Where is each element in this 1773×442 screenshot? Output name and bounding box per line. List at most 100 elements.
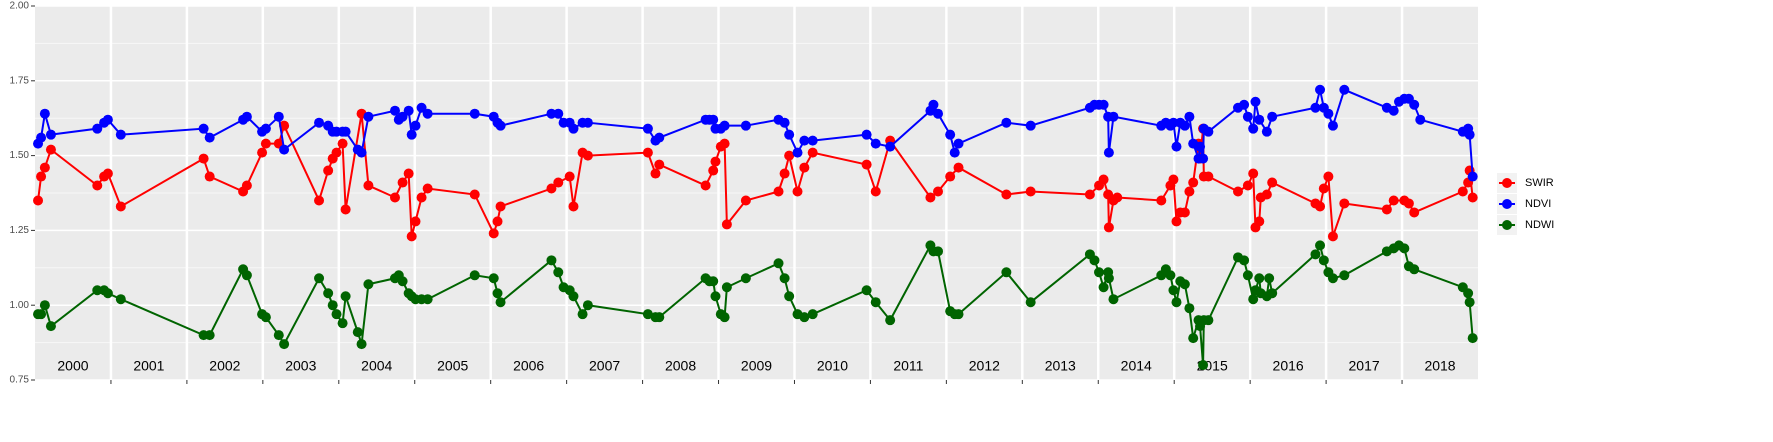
year-label: 2009 [741, 358, 772, 374]
data-point [1025, 120, 1036, 131]
data-point [719, 138, 730, 149]
data-point [39, 108, 50, 119]
data-point [1339, 270, 1350, 281]
data-point [577, 309, 588, 320]
data-point [241, 180, 252, 191]
data-point [469, 108, 480, 119]
data-point [279, 144, 290, 155]
legend-dot [1502, 178, 1512, 188]
data-point [861, 129, 872, 140]
data-point [1254, 273, 1265, 284]
data-point [1168, 285, 1179, 296]
year-label: 2002 [209, 358, 240, 374]
data-point [1381, 204, 1392, 215]
year-label: 2003 [285, 358, 316, 374]
data-point [1467, 333, 1478, 344]
data-point [1184, 186, 1195, 197]
data-point [1315, 240, 1326, 251]
data-point [708, 276, 719, 287]
data-point [1188, 333, 1199, 344]
data-point [273, 111, 284, 122]
data-point [779, 168, 790, 179]
data-point [204, 330, 215, 341]
data-point [1310, 102, 1321, 113]
data-point [92, 180, 103, 191]
data-point [885, 315, 896, 326]
data-point [403, 105, 414, 116]
data-point [1239, 99, 1250, 110]
data-point [492, 288, 503, 299]
year-label: 2008 [665, 358, 696, 374]
data-point [45, 144, 56, 155]
data-point [1094, 267, 1105, 278]
y-tick-label: 1.00 [10, 300, 30, 311]
data-point [1327, 273, 1338, 284]
data-point [257, 147, 268, 158]
data-point [469, 189, 480, 200]
data-point [654, 132, 665, 143]
y-tick-label: 2.00 [10, 1, 30, 12]
data-point [1179, 279, 1190, 290]
data-point [36, 171, 47, 182]
y-tick-label: 0.75 [10, 375, 30, 386]
legend-dot [1502, 199, 1512, 209]
data-point [340, 126, 351, 137]
data-point [792, 147, 803, 158]
data-point [642, 309, 653, 320]
data-point [1098, 282, 1109, 293]
data-point [363, 279, 374, 290]
data-point [642, 147, 653, 158]
data-point [1098, 174, 1109, 185]
data-point [710, 291, 721, 302]
data-point [1457, 186, 1468, 197]
data-point [1464, 129, 1475, 140]
data-point [1399, 243, 1410, 254]
data-point [546, 108, 557, 119]
data-point [314, 117, 325, 128]
data-point [1254, 216, 1265, 227]
data-point [1242, 111, 1253, 122]
data-point [1467, 192, 1478, 203]
data-point [204, 132, 215, 143]
data-point [1112, 192, 1123, 203]
data-point [1315, 201, 1326, 212]
y-tick-label: 1.25 [10, 225, 30, 236]
data-point [1103, 222, 1114, 233]
data-point [314, 195, 325, 206]
data-point [1254, 114, 1265, 125]
data-point [870, 138, 881, 149]
data-point [949, 147, 960, 158]
year-label: 2007 [589, 358, 620, 374]
data-point [1318, 183, 1329, 194]
data-point [410, 216, 421, 227]
data-point [1323, 171, 1334, 182]
data-point [1098, 99, 1109, 110]
year-label: 2000 [57, 358, 88, 374]
data-point [953, 138, 964, 149]
data-point [568, 123, 579, 134]
y-tick-label: 1.50 [10, 150, 30, 161]
data-point [422, 294, 433, 305]
data-point [422, 183, 433, 194]
legend-dot [1502, 220, 1512, 230]
data-point [773, 258, 784, 269]
data-point [102, 114, 113, 125]
data-point [953, 162, 964, 173]
data-point [279, 339, 290, 350]
legend-label: SWIR [1525, 177, 1554, 189]
data-point [1261, 189, 1272, 200]
data-point [33, 195, 44, 206]
data-point [740, 273, 751, 284]
data-point [1267, 288, 1278, 299]
data-point [327, 300, 338, 311]
data-point [1108, 111, 1119, 122]
data-point [933, 186, 944, 197]
data-point [568, 291, 579, 302]
data-point [1250, 96, 1261, 107]
data-point [1184, 111, 1195, 122]
data-point [928, 99, 939, 110]
data-point [337, 318, 348, 329]
data-point [1264, 273, 1275, 284]
data-point [553, 108, 564, 119]
